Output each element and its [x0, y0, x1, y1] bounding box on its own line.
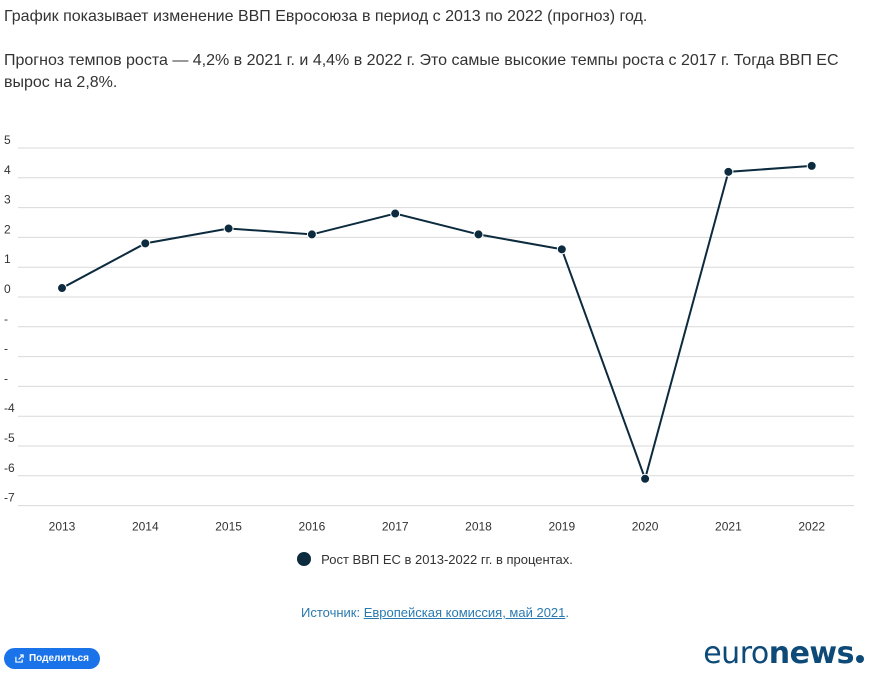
logo-dot [856, 655, 864, 663]
euronews-logo: euronews [703, 636, 864, 671]
x-tick-label: 2017 [382, 520, 409, 534]
x-tick-label: 2022 [798, 520, 825, 534]
x-tick-label: 2013 [49, 520, 76, 534]
x-tick-label: 2015 [215, 520, 242, 534]
data-point [223, 223, 234, 234]
data-point [390, 208, 401, 219]
share-button[interactable]: Поделиться [4, 648, 100, 669]
source-line: Источник: Европейская комиссия, май 2021… [0, 605, 870, 620]
y-tick-label: 2 [4, 222, 11, 236]
share-icon [15, 654, 24, 663]
y-tick-label: 1 [4, 252, 11, 266]
series-line [61, 164, 812, 483]
source-suffix: . [565, 605, 570, 620]
y-tick-label: 5 [4, 133, 11, 147]
x-tick-label: 2020 [632, 520, 659, 534]
y-tick-label: - [4, 342, 8, 356]
data-point [473, 229, 484, 240]
y-tick-label: -4 [4, 401, 15, 415]
x-tick-label: 2016 [299, 520, 326, 534]
y-tick-label: -7 [4, 491, 15, 505]
chart-legend: Рост ВВП ЕС в 2013-2022 гг. в процентах. [0, 552, 870, 567]
data-point [140, 238, 151, 249]
logo-part-news: news [768, 636, 855, 671]
data-point [306, 229, 317, 240]
data-point [556, 244, 567, 255]
x-tick-label: 2018 [465, 520, 492, 534]
source-link[interactable]: Европейская комиссия, май 2021 [363, 605, 566, 620]
logo-part-euro: euro [703, 636, 769, 671]
y-tick-label: -5 [4, 431, 15, 445]
y-tick-label: 3 [4, 193, 11, 207]
gdp-line-chart: 5 4 3 2 1 0 - - - -4 -5 -6 -7 2013 2014 2015 2016 2017 201… [4, 133, 854, 534]
y-tick-label: - [4, 312, 8, 326]
data-point [640, 473, 651, 484]
x-tick-label: 2019 [548, 520, 575, 534]
data-point [57, 283, 67, 294]
x-tick-label: 2021 [715, 520, 742, 534]
y-tick-label: 4 [4, 163, 11, 177]
legend-label: Рост ВВП ЕС в 2013-2022 гг. в процентах. [321, 552, 573, 567]
y-tick-label: - [4, 371, 8, 385]
y-tick-label: -6 [4, 461, 15, 475]
intro-line-2: Прогноз темпов роста — 4,2% в 2021 г. и … [4, 52, 839, 91]
x-tick-label: 2014 [132, 520, 159, 534]
intro-text: График показывает изменение ВВП Евросоюз… [4, 6, 866, 94]
source-prefix: Источник: [300, 605, 364, 620]
y-tick-label: 0 [4, 282, 11, 296]
intro-line-1: График показывает изменение ВВП Евросоюз… [4, 8, 648, 25]
share-label: Поделиться [28, 653, 89, 664]
data-point [723, 166, 734, 177]
data-point [806, 160, 817, 171]
legend-marker [297, 552, 312, 566]
